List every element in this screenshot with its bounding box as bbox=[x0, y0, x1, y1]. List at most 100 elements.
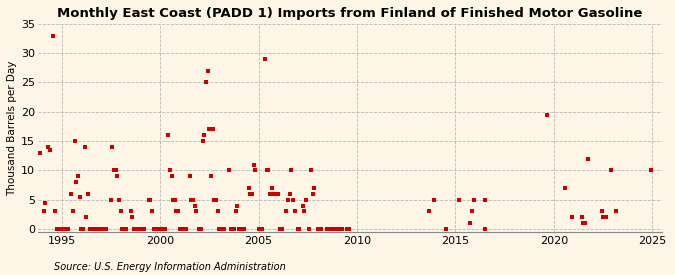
Point bbox=[127, 215, 138, 219]
Point bbox=[260, 57, 271, 61]
Point bbox=[466, 209, 477, 214]
Point bbox=[583, 156, 594, 161]
Point bbox=[234, 227, 244, 231]
Point bbox=[86, 227, 97, 231]
Point bbox=[298, 203, 308, 208]
Point bbox=[58, 227, 69, 231]
Point bbox=[189, 203, 200, 208]
Point bbox=[454, 197, 464, 202]
Point bbox=[51, 227, 62, 231]
Point bbox=[48, 33, 59, 38]
Point bbox=[40, 200, 51, 205]
Point bbox=[599, 215, 610, 219]
Point bbox=[38, 209, 49, 214]
Point bbox=[163, 133, 173, 138]
Point bbox=[212, 209, 223, 214]
Point bbox=[230, 209, 241, 214]
Point bbox=[292, 227, 303, 231]
Point bbox=[97, 227, 108, 231]
Point bbox=[329, 227, 340, 231]
Point bbox=[138, 227, 149, 231]
Point bbox=[313, 227, 323, 231]
Point bbox=[219, 227, 230, 231]
Point bbox=[159, 227, 170, 231]
Point bbox=[309, 186, 320, 190]
Point bbox=[211, 197, 221, 202]
Point bbox=[542, 112, 553, 117]
Point bbox=[578, 221, 589, 225]
Point bbox=[112, 174, 123, 178]
Point bbox=[204, 127, 215, 131]
Point bbox=[79, 145, 90, 149]
Text: Source: U.S. Energy Information Administration: Source: U.S. Energy Information Administ… bbox=[54, 262, 286, 272]
Point bbox=[337, 227, 348, 231]
Point bbox=[601, 215, 612, 219]
Point bbox=[168, 197, 179, 202]
Point bbox=[202, 68, 213, 73]
Point bbox=[342, 227, 352, 231]
Point bbox=[165, 168, 176, 173]
Point bbox=[136, 227, 147, 231]
Point bbox=[611, 209, 622, 214]
Point bbox=[209, 197, 219, 202]
Point bbox=[580, 221, 591, 225]
Point bbox=[66, 192, 77, 196]
Point bbox=[109, 168, 119, 173]
Point bbox=[148, 227, 159, 231]
Point bbox=[225, 227, 236, 231]
Point bbox=[281, 209, 292, 214]
Point bbox=[143, 197, 154, 202]
Point bbox=[256, 227, 267, 231]
Point bbox=[181, 227, 192, 231]
Point bbox=[250, 168, 261, 173]
Point bbox=[429, 197, 439, 202]
Point bbox=[120, 227, 131, 231]
Point bbox=[134, 227, 144, 231]
Point bbox=[74, 194, 85, 199]
Point bbox=[243, 186, 254, 190]
Point bbox=[199, 133, 210, 138]
Point bbox=[130, 227, 141, 231]
Point bbox=[132, 227, 142, 231]
Point bbox=[479, 227, 490, 231]
Point bbox=[327, 227, 338, 231]
Point bbox=[238, 227, 249, 231]
Point bbox=[566, 215, 577, 219]
Point bbox=[56, 227, 67, 231]
Point bbox=[178, 227, 188, 231]
Point bbox=[606, 168, 617, 173]
Point bbox=[197, 139, 208, 143]
Point bbox=[92, 227, 103, 231]
Point bbox=[96, 227, 107, 231]
Point bbox=[135, 227, 146, 231]
Point bbox=[261, 168, 272, 173]
Point bbox=[276, 227, 287, 231]
Point bbox=[107, 145, 118, 149]
Point bbox=[332, 227, 343, 231]
Point bbox=[322, 227, 333, 231]
Point bbox=[232, 203, 243, 208]
Point bbox=[71, 180, 82, 184]
Point bbox=[254, 227, 265, 231]
Point bbox=[265, 192, 275, 196]
Point bbox=[288, 197, 298, 202]
Point bbox=[315, 227, 326, 231]
Point bbox=[87, 227, 98, 231]
Point bbox=[35, 151, 46, 155]
Point bbox=[307, 192, 318, 196]
Point bbox=[146, 209, 157, 214]
Point bbox=[269, 192, 280, 196]
Point bbox=[188, 197, 198, 202]
Point bbox=[150, 227, 161, 231]
Point bbox=[59, 227, 70, 231]
Point bbox=[268, 192, 279, 196]
Point bbox=[207, 127, 218, 131]
Point bbox=[70, 139, 80, 143]
Point bbox=[645, 168, 656, 173]
Point bbox=[597, 215, 608, 219]
Point bbox=[194, 227, 205, 231]
Point bbox=[173, 209, 184, 214]
Point bbox=[275, 227, 286, 231]
Point bbox=[299, 209, 310, 214]
Point bbox=[63, 227, 74, 231]
